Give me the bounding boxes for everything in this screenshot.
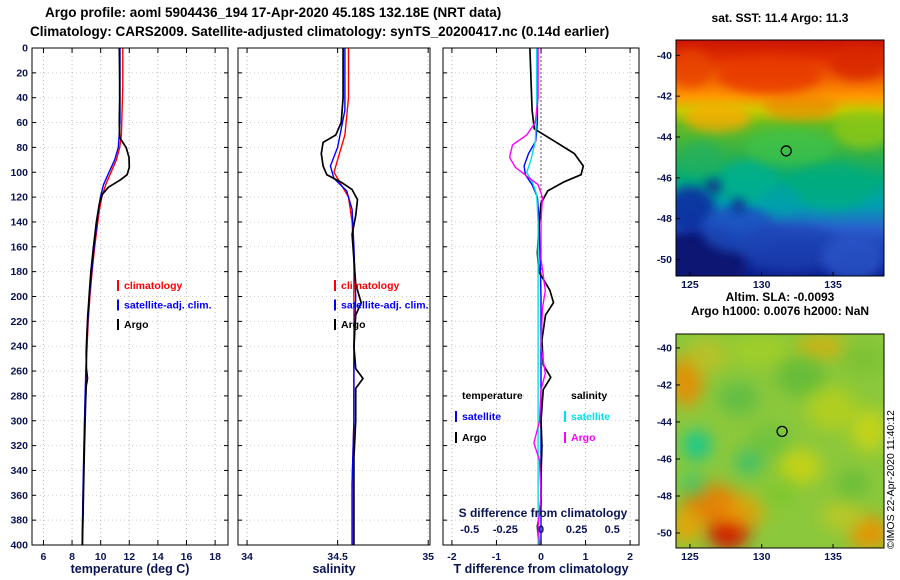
legend-label: Argo <box>571 432 596 444</box>
legend-label: satellite-adj. clim. <box>341 300 429 312</box>
x-tick-label: 18 <box>209 551 221 563</box>
lat-tick-label: -40 <box>657 342 672 354</box>
map-border <box>675 333 885 549</box>
depth-tick-label: 200 <box>10 291 28 303</box>
lat-tick-label: -50 <box>657 528 672 540</box>
x-tick-label: -1 <box>492 551 501 563</box>
s-tick-label: -0.25 <box>493 524 518 536</box>
x-tick-label: 12 <box>123 551 135 563</box>
argo-heights-text: Argo h1000: 0.0076 h2000: NaN <box>690 304 870 318</box>
depth-tick-label: 260 <box>10 366 28 378</box>
x-tick-label: 16 <box>181 551 193 563</box>
sla-map: 125 130 135 -40 -42 -44 -46 -48 -50 <box>657 333 885 563</box>
altimetry-sla-text: Altim. SLA: -0.0093 <box>725 290 835 304</box>
depth-tick-label: 140 <box>10 216 28 228</box>
sst-map: 125 130 135 -40 -42 -44 -46 -48 -50 <box>657 39 885 291</box>
depth-tick-label: 40 <box>16 92 28 104</box>
temperature-axis-label: temperature (deg C) <box>70 562 190 576</box>
lat-tick-label: -50 <box>657 254 672 266</box>
depth-tick-label: 300 <box>10 415 28 427</box>
float-position-marker <box>776 425 788 438</box>
x-tick-label: 10 <box>95 551 107 563</box>
profile-line-salinity-Argo <box>508 48 546 546</box>
lat-tick-label: -48 <box>657 490 672 502</box>
depth-tick-label: 120 <box>10 192 28 204</box>
legend-header: salinity <box>571 390 607 402</box>
lat-tick-label: -42 <box>657 379 672 391</box>
x-tick-label: 14 <box>152 551 164 563</box>
t-difference-axis-label: T difference from climatology <box>453 562 629 576</box>
legend-label: climatology <box>124 280 183 292</box>
legend-label: Argo <box>341 319 366 331</box>
lat-tick-label: -46 <box>657 172 672 184</box>
lat-tick-label: -44 <box>657 131 672 143</box>
lon-tick-label: 125 <box>681 279 699 291</box>
figure-subtitle: Climatology: CARS2009. Satellite-adjuste… <box>30 24 610 39</box>
depth-tick-label: 360 <box>10 490 28 502</box>
s-difference-axis-label: S difference from climatology <box>458 506 628 520</box>
depth-tick-label: 160 <box>10 241 28 253</box>
depth-tick-label: 20 <box>16 67 28 79</box>
salinity-axis-label: salinity <box>312 562 356 576</box>
profile-panel-2: -2 -1 0 1 2 -0.5 -0.25 0 0.25 0.5 temperature satel… <box>442 47 640 563</box>
map-border <box>675 39 885 277</box>
x-tick-label: 35 <box>422 551 434 563</box>
lat-tick-label: -40 <box>657 50 672 62</box>
lon-tick-label: 125 <box>681 551 699 563</box>
depth-tick-label: 400 <box>10 540 28 552</box>
x-tick-label: 2 <box>627 551 633 563</box>
sst-map-title: sat. SST: 11.4 Argo: 11.3 <box>711 11 849 25</box>
imos-credit-text: ©IMOS 22-Apr-2020 11:40:12 <box>885 410 897 549</box>
lat-tick-label: -48 <box>657 213 672 225</box>
x-tick-label: 34.5 <box>327 551 348 563</box>
depth-tick-label: 0 <box>22 43 28 55</box>
x-tick-label: 6 <box>41 551 47 563</box>
lon-tick-label: 135 <box>824 279 842 291</box>
depth-tick-label: 380 <box>10 515 28 527</box>
x-tick-label: -2 <box>447 551 456 563</box>
lat-tick-label: -42 <box>657 91 672 103</box>
s-tick-label: 0 <box>538 524 544 536</box>
profile-line-salinity-satellite <box>526 48 539 545</box>
depth-tick-label: 240 <box>10 341 28 353</box>
figure-title: Argo profile: aoml 5904436_194 17-Apr-20… <box>45 5 502 20</box>
legend-header: temperature <box>462 390 523 402</box>
x-tick-label: 0 <box>538 551 544 563</box>
profile-line-Argo <box>320 48 364 545</box>
profile-panel-1: 34 34.5 35 climatology satellite-adj. clim. A… <box>237 47 434 563</box>
profile-panel-0: 6 8 10 12 14 16 180204060801001201401601802002… <box>10 43 229 563</box>
legend-label: Argo <box>462 432 487 444</box>
s-tick-label: 0.5 <box>605 524 620 536</box>
lat-tick-label: -44 <box>657 416 672 428</box>
s-tick-label: -0.5 <box>460 524 479 536</box>
x-tick-label: 1 <box>583 551 589 563</box>
lon-tick-label: 130 <box>753 551 771 563</box>
lon-tick-label: 130 <box>753 279 771 291</box>
depth-tick-label: 60 <box>16 117 28 129</box>
x-tick-label: 8 <box>69 551 75 563</box>
profile-line-Argo <box>81 47 131 546</box>
depth-tick-label: 320 <box>10 440 28 452</box>
depth-tick-label: 340 <box>10 465 28 477</box>
s-tick-label: 0.25 <box>566 524 587 536</box>
depth-tick-label: 100 <box>10 167 28 179</box>
legend-label: climatology <box>341 280 400 292</box>
depth-tick-label: 180 <box>10 266 28 278</box>
x-tick-label: 34 <box>241 551 253 563</box>
legend-label: satellite-adj. clim. <box>124 300 212 312</box>
profile-line-satellite-adj. clim. <box>329 48 357 545</box>
legend-label: satellite <box>462 411 501 423</box>
legend-label: Argo <box>124 319 149 331</box>
depth-tick-label: 220 <box>10 316 28 328</box>
lat-tick-label: -46 <box>657 453 672 465</box>
lon-tick-label: 135 <box>824 551 842 563</box>
legend-label: satellite <box>571 411 610 423</box>
depth-tick-label: 80 <box>16 142 28 154</box>
depth-tick-label: 280 <box>10 390 28 402</box>
float-position-marker <box>780 145 792 157</box>
